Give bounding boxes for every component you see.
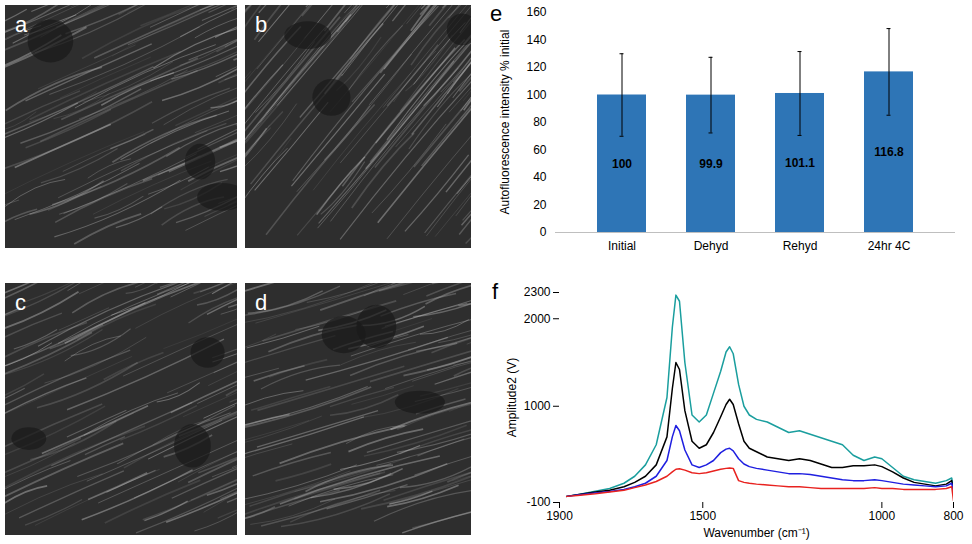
html-text:c: c	[15, 290, 26, 315]
svg-text:Rehyd: Rehyd	[783, 239, 818, 253]
svg-text:Dehyd: Dehyd	[694, 239, 729, 253]
html-text:b: b	[255, 12, 268, 37]
svg-text:2300: 2300	[524, 285, 551, 299]
svg-text:Amplitude2 (V): Amplitude2 (V)	[505, 358, 519, 437]
svg-text:60: 60	[533, 143, 547, 157]
svg-text:116.8: 116.8	[874, 145, 904, 159]
html-text:e: e	[490, 1, 503, 26]
svg-text:0: 0	[540, 225, 547, 239]
svg-text:800: 800	[943, 509, 963, 523]
svg-text:100: 100	[526, 88, 546, 102]
svg-text:Wavenumber (cm⁻¹): Wavenumber (cm⁻¹)	[703, 526, 809, 540]
html-text:Autofluorescence intensity % i: Autofluorescence intensity % initial	[498, 29, 512, 215]
svg-text:100: 100	[612, 157, 632, 171]
svg-text:24hr 4C: 24hr 4C	[868, 239, 911, 253]
svg-text:1500: 1500	[689, 509, 716, 523]
svg-text:99.9: 99.9	[699, 157, 723, 171]
svg-text:1900: 1900	[546, 509, 573, 523]
svg-text:160: 160	[526, 5, 546, 19]
svg-text:120: 120	[526, 60, 546, 74]
svg-text:-100: -100	[526, 495, 550, 509]
svg-text:1000: 1000	[869, 509, 896, 523]
svg-text:140: 140	[526, 33, 546, 47]
html-text:a: a	[15, 12, 28, 37]
svg-text:20: 20	[533, 198, 547, 212]
html-text:f: f	[492, 279, 499, 304]
svg-text:1000: 1000	[524, 399, 551, 413]
svg-text:Initial: Initial	[608, 239, 636, 253]
svg-text:80: 80	[533, 115, 547, 129]
svg-text:101.1: 101.1	[785, 156, 815, 170]
html-text:d: d	[255, 290, 268, 315]
svg-text:40: 40	[533, 170, 547, 184]
svg-text:2000: 2000	[524, 312, 551, 326]
